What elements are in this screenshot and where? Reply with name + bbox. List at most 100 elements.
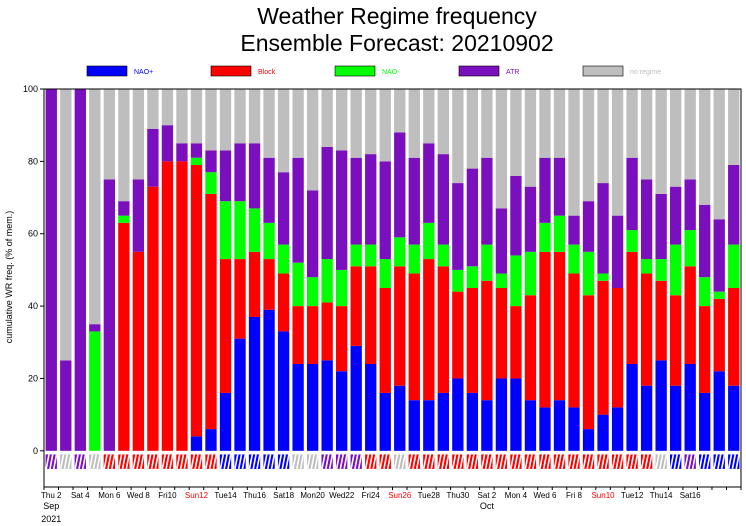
hatch-stripe-day-6 xyxy=(132,454,137,470)
hatch-stripe-day-27 xyxy=(444,454,450,470)
bar-atr-day-34 xyxy=(539,157,551,223)
x-tick-label: Mon 4 xyxy=(505,491,528,500)
hatch-stripe-day-31 xyxy=(499,454,504,470)
bar-block-day-34 xyxy=(539,251,551,408)
bar-block-day-28 xyxy=(452,291,464,379)
bar-nao_plus-day-19 xyxy=(321,360,333,451)
hatch-stripe-day-19 xyxy=(321,454,326,470)
hatch-stripe-day-10 xyxy=(190,454,195,470)
hatch-stripe-day-32 xyxy=(517,454,522,470)
hatch-stripe-day-46 xyxy=(713,454,718,470)
bar-nao_minus-day-34 xyxy=(539,222,551,252)
bar-no_regime-day-19 xyxy=(321,89,333,147)
bar-atr-day-18 xyxy=(306,190,319,278)
hatch-stripe-day-32 xyxy=(510,454,515,470)
hatch-stripe-day-2 xyxy=(78,454,83,470)
bar-atr-day-43 xyxy=(669,186,682,245)
hatch-stripe-day-28 xyxy=(459,454,464,470)
bar-block-day-20 xyxy=(336,306,348,372)
bar-atr-day-1 xyxy=(60,360,72,451)
x-tick-label: Thu30 xyxy=(447,491,470,500)
hatch-stripe-day-28 xyxy=(455,454,461,470)
hatch-stripe-day-0 xyxy=(49,454,54,470)
bar-block-day-47 xyxy=(728,288,740,386)
bar-no_regime-day-10 xyxy=(190,89,203,144)
hatch-stripe-day-33 xyxy=(524,454,529,470)
bar-nao_plus-day-32 xyxy=(510,378,522,451)
bar-atr-day-35 xyxy=(553,157,566,216)
legend-label-atr: ATR xyxy=(506,69,519,76)
bar-nao_minus-day-35 xyxy=(553,215,566,252)
hatch-stripe-day-19 xyxy=(328,454,334,470)
hatch-stripe-day-39 xyxy=(619,454,624,470)
axes: 0 20 40 60 80 100 Thu 2 Sat 4 Mon 6 Wed 8 Fri10 Sun… xyxy=(23,84,742,524)
bar-block-day-43 xyxy=(669,295,682,386)
bar-nao_minus-day-21 xyxy=(350,244,362,267)
bar-nao_plus-day-10 xyxy=(190,436,203,451)
hatch-stripe-day-20 xyxy=(339,454,344,470)
bar-no_regime-day-29 xyxy=(466,89,479,169)
hatch-stripe-day-6 xyxy=(140,454,145,470)
bar-nao_minus-day-37 xyxy=(582,251,595,296)
bar-block-day-23 xyxy=(379,288,391,393)
bar-atr-day-20 xyxy=(336,150,348,270)
bar-block-day-22 xyxy=(365,266,377,364)
bar-atr-day-4 xyxy=(103,179,116,451)
bar-atr-day-11 xyxy=(205,150,217,173)
bar-nao_minus-day-22 xyxy=(365,244,377,267)
bar-atr-day-41 xyxy=(640,179,653,260)
bar-nao_plus-day-18 xyxy=(306,363,319,451)
bar-no_regime-day-41 xyxy=(640,89,653,180)
bar-atr-day-3 xyxy=(89,324,101,332)
hatch-stripe-day-37 xyxy=(586,454,591,470)
hatch-stripe-day-35 xyxy=(553,454,559,470)
bar-nao_plus-day-22 xyxy=(365,363,377,451)
bar-no_regime-day-39 xyxy=(611,89,624,216)
bar-nao_plus-day-15 xyxy=(263,309,275,451)
hatch-stripe-day-4 xyxy=(103,454,108,470)
bar-nao_minus-day-19 xyxy=(321,259,333,303)
hatch-stripe-day-1 xyxy=(63,454,69,470)
bar-no_regime-day-9 xyxy=(176,89,188,144)
legend-swatch-no_regime xyxy=(582,65,624,77)
bar-block-day-13 xyxy=(234,259,246,339)
bar-atr-day-2 xyxy=(74,89,86,451)
bar-block-day-39 xyxy=(611,288,624,408)
hatch-stripe-day-13 xyxy=(237,454,243,470)
bar-nao_minus-day-42 xyxy=(655,259,667,281)
bar-atr-day-37 xyxy=(582,201,595,252)
bar-no_regime-day-13 xyxy=(234,89,246,144)
legend-swatch-nao_minus xyxy=(334,65,376,77)
bar-nao_minus-day-16 xyxy=(277,244,290,274)
hatch-stripe-day-31 xyxy=(495,454,500,470)
bar-atr-day-24 xyxy=(394,132,406,238)
hatch-stripe-day-14 xyxy=(248,454,254,470)
bar-nao_plus-day-28 xyxy=(452,378,464,451)
x-tick-label: Mon 6 xyxy=(98,491,121,500)
hatch-stripe-day-23 xyxy=(379,454,384,470)
hatch-stripe-day-30 xyxy=(481,454,486,470)
hatch-stripe-day-40 xyxy=(633,454,639,470)
bar-no_regime-day-7 xyxy=(147,89,159,129)
bar-block-day-41 xyxy=(640,273,653,386)
hatch-stripe-day-18 xyxy=(306,454,312,470)
bar-atr-day-47 xyxy=(728,164,740,245)
hatch-stripe-day-28 xyxy=(451,454,457,470)
hatch-stripe-day-43 xyxy=(677,454,682,470)
bar-block-day-42 xyxy=(655,280,667,361)
bar-no_regime-day-8 xyxy=(161,89,174,126)
bar-nao_minus-day-30 xyxy=(481,244,493,281)
bar-no_regime-day-12 xyxy=(219,89,232,151)
bar-block-day-29 xyxy=(466,288,479,393)
hatch-stripe-day-15 xyxy=(263,454,268,470)
hatch-stripe-day-44 xyxy=(691,454,697,470)
bar-no_regime-day-30 xyxy=(481,89,493,158)
bar-nao_plus-day-34 xyxy=(539,407,551,451)
hatch-stripe-day-9 xyxy=(176,454,181,470)
bar-nao_minus-day-14 xyxy=(248,208,261,252)
hatch-stripe-day-3 xyxy=(88,454,94,470)
hatch-stripe-day-11 xyxy=(205,454,210,470)
x-tick-label: Sat 2 xyxy=(478,491,497,500)
x-tick-label: Sat18 xyxy=(273,491,294,500)
hatch-stripe-day-41 xyxy=(640,454,646,470)
